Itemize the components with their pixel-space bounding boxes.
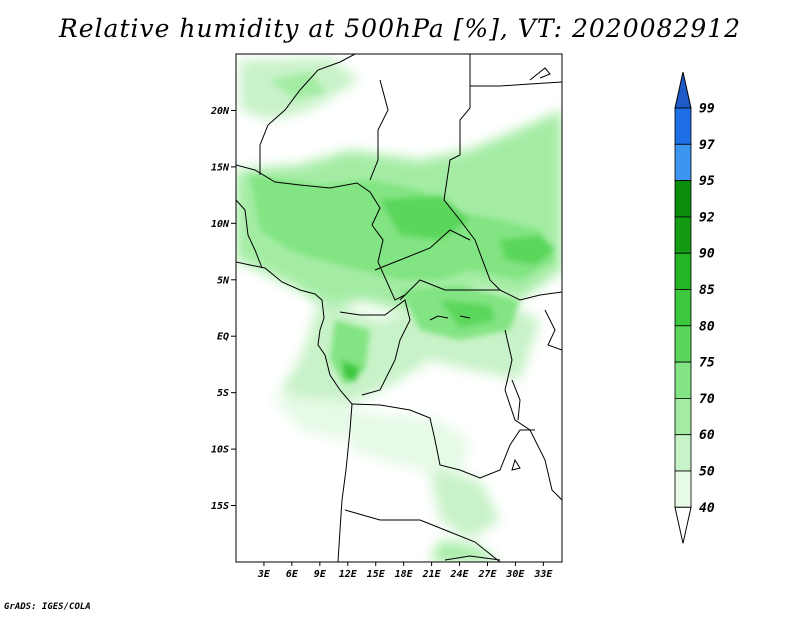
colorbar: 40 50 60 70 75 80 85 90 92 95 97 99 [674, 71, 715, 544]
colorbar-segment [674, 325, 692, 363]
colorbar-label: 60 [699, 428, 715, 443]
border-car-north [374, 229, 471, 271]
longitude-axis: 3E 6E 9E 12E 15E 18E 21E 24E 27E 30E 33E [257, 562, 553, 580]
lon-tick-label: 9E [314, 569, 327, 580]
border-car-drc [399, 279, 562, 301]
border-libya-sudan [443, 54, 501, 291]
colorbar-label: 97 [699, 138, 715, 153]
lon-tick-label: 30E [505, 569, 525, 580]
lon-tick-label: 18E [395, 569, 414, 580]
lat-tick-label: 15N [211, 162, 230, 173]
coastline-west [236, 261, 353, 562]
colorbar-segment [674, 180, 692, 218]
colorbar-segment [674, 289, 692, 327]
border-namibia [344, 509, 501, 562]
border-west-africa [236, 199, 263, 269]
colorbar-segment [674, 216, 692, 254]
lon-tick-label: 15E [367, 569, 386, 580]
colorbar-label: 75 [699, 356, 715, 371]
lon-tick-label: 6E [286, 569, 299, 580]
colorbar-bottom-arrow [674, 506, 692, 544]
colorbar-segment [674, 107, 692, 145]
colorbar-label: 40 [699, 501, 715, 516]
humidity-field [236, 54, 562, 562]
lon-tick-label: 33E [533, 569, 553, 580]
lake-tanganyika [511, 379, 521, 421]
map-frame [235, 53, 563, 563]
border-niger-libya [369, 79, 389, 181]
colorbar-label: 92 [699, 210, 715, 225]
lat-tick-label: 5S [217, 388, 229, 399]
lat-tick-label: EQ [217, 332, 229, 343]
colorbar-segment [674, 361, 692, 399]
colorbar-label: 50 [699, 465, 715, 480]
colorbar-segment [674, 252, 692, 290]
border-angola-drc [351, 403, 535, 479]
lon-tick-label: 21E [422, 569, 442, 580]
colorbar-segment [674, 397, 692, 436]
colorbar-segment [674, 143, 692, 182]
colorbar-label: 85 [699, 283, 715, 298]
lat-tick-label: 5N [217, 275, 230, 286]
border-nigeria-chad [236, 164, 406, 301]
lake-marks [429, 315, 471, 321]
colorbar-label: 70 [699, 392, 715, 407]
lon-tick-label: 3E [257, 569, 271, 580]
lake-malawi [511, 458, 521, 471]
grads-credit: GrADS: IGES/COLA [4, 602, 91, 612]
colorbar-label: 90 [699, 247, 715, 262]
border-congo [339, 299, 411, 396]
border-egypt [470, 81, 562, 87]
lon-tick-label: 12E [339, 569, 358, 580]
border-east-lakes [504, 329, 562, 501]
border-lake-victoria [544, 309, 562, 351]
lat-tick-label: 20N [210, 106, 230, 117]
lon-tick-label: 24E [450, 569, 470, 580]
colorbar-label: 95 [699, 174, 715, 189]
humidity-moist-core [250, 72, 555, 385]
colorbar-segment [674, 434, 692, 472]
border-south [444, 555, 501, 561]
latitude-axis: 20N 15N 10N 5N EQ 5S 10S 15S [210, 106, 236, 512]
lat-tick-label: 10S [211, 445, 229, 456]
colorbar-top-arrow [674, 71, 692, 109]
colorbar-label: 80 [699, 319, 715, 334]
lon-tick-label: 27E [477, 569, 497, 580]
lat-tick-label: 15S [211, 501, 229, 512]
colorbar-segment [674, 470, 692, 508]
lat-tick-label: 10N [211, 219, 230, 230]
map-title: Relative humidity at 500hPa [%], VT: 202… [58, 14, 742, 43]
colorbar-label: 99 [699, 102, 715, 117]
coast-sinai [529, 67, 551, 81]
country-borders [236, 54, 562, 562]
border-algeria-mali [259, 54, 356, 175]
